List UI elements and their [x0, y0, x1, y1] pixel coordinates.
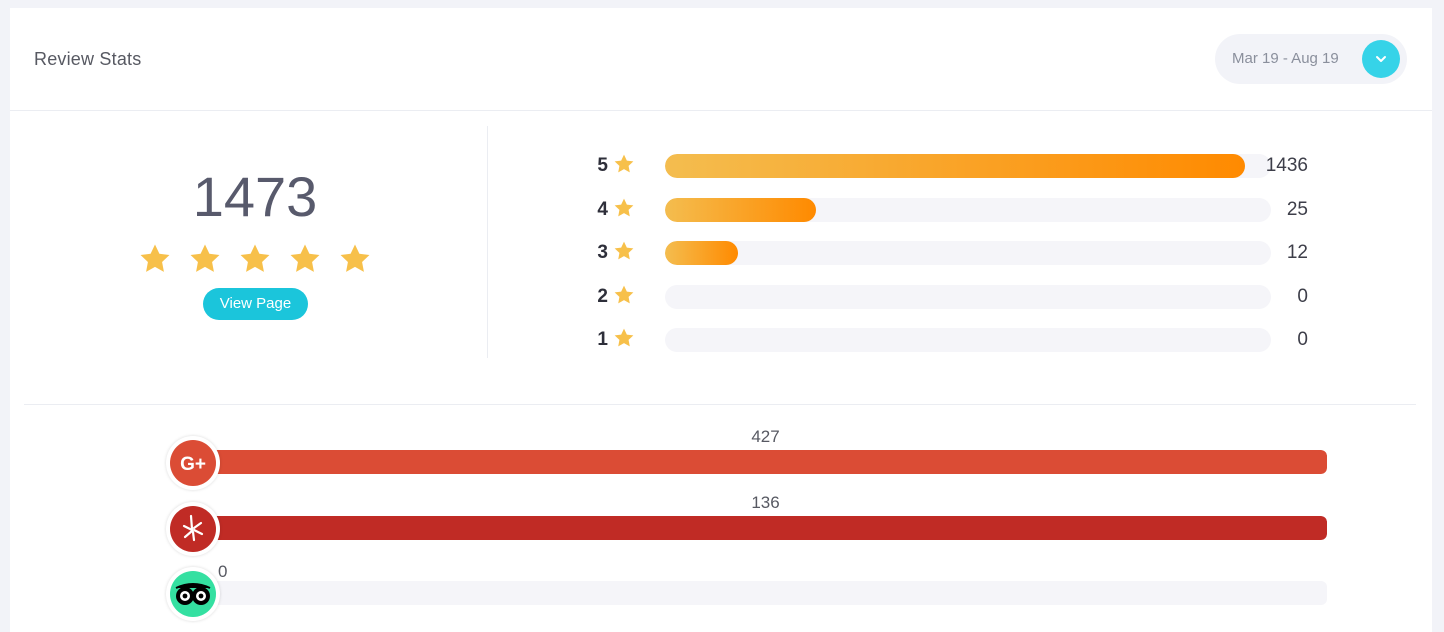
average-stars: [138, 242, 378, 278]
source-value: 0: [218, 562, 228, 581]
star-icon: [614, 198, 634, 216]
rating-level: 4: [597, 198, 608, 220]
date-dropdown-button[interactable]: [1362, 40, 1400, 78]
star-icon: [614, 285, 634, 303]
tripadvisor-icon: [170, 571, 216, 617]
source-logo: [166, 501, 220, 556]
source-row-yelp: 136: [166, 493, 1330, 562]
star-icon: [614, 328, 634, 347]
horizontal-divider: [24, 404, 1416, 405]
rating-count: 12: [1286, 242, 1308, 263]
rating-level: 5: [597, 155, 608, 176]
source-row-tripadvisor: 0: [166, 562, 1330, 627]
star-icon: [190, 244, 220, 272]
rating-row-4: 4 25: [590, 197, 1330, 223]
source-value: 136: [751, 492, 780, 512]
rating-count: 0: [1297, 285, 1308, 307]
source-logo: [166, 567, 220, 621]
rating-count: 25: [1286, 198, 1308, 220]
date-range-picker[interactable]: Mar 19 - Aug 19: [1215, 34, 1407, 84]
rating-level: 1: [597, 329, 608, 350]
card-title: Review Stats: [34, 49, 142, 69]
card-header: Review Stats Mar 19 - Aug 19: [10, 8, 1432, 111]
source-value: 427: [751, 427, 780, 446]
google-plus-icon: G+: [170, 440, 216, 486]
yelp-icon: [170, 505, 216, 552]
star-icon: [240, 244, 270, 272]
date-range-label: Mar 19 - Aug 19: [1232, 50, 1339, 67]
view-page-button[interactable]: View Page: [203, 288, 308, 320]
star-icon: [290, 244, 320, 272]
source-bar-track: [204, 515, 1327, 540]
total-review-count: 1473: [192, 165, 318, 228]
star-icon: [614, 154, 634, 173]
source-bar-track: [204, 581, 1327, 605]
source-logo: G+: [166, 436, 220, 490]
chevron-down-icon: [1376, 56, 1386, 62]
star-icon: [340, 244, 370, 272]
rating-bar-fill: [665, 154, 1245, 178]
rating-bar-track: [665, 197, 1271, 222]
source-bar-track: [204, 450, 1327, 474]
svg-text:G+: G+: [180, 454, 206, 475]
rating-bar-fill: [665, 241, 738, 265]
rating-bar-track: [665, 284, 1271, 309]
source-bar-fill: [204, 515, 1327, 540]
rating-bar-track: [665, 328, 1271, 352]
source-row-google-plus: G+ 427: [166, 427, 1330, 496]
rating-count: 0: [1297, 329, 1308, 350]
source-bar-fill: [204, 450, 1327, 474]
rating-bar-track: [665, 154, 1271, 178]
review-stats-card: Review Stats Mar 19 - Aug 19 1473 View P…: [10, 8, 1432, 632]
rating-level: 2: [597, 285, 608, 307]
rating-bar-fill: [665, 197, 816, 222]
rating-bar-track: [665, 241, 1271, 265]
rating-level: 3: [597, 242, 608, 263]
star-icon: [140, 244, 170, 272]
rating-count: 1436: [1265, 155, 1308, 176]
rating-summary: 1473 View Page: [10, 126, 488, 360]
star-icon: [614, 241, 634, 260]
rating-row-5: 5 1436: [590, 153, 1330, 179]
vertical-divider: [487, 126, 488, 358]
rating-row-3: 3 12: [590, 240, 1330, 266]
